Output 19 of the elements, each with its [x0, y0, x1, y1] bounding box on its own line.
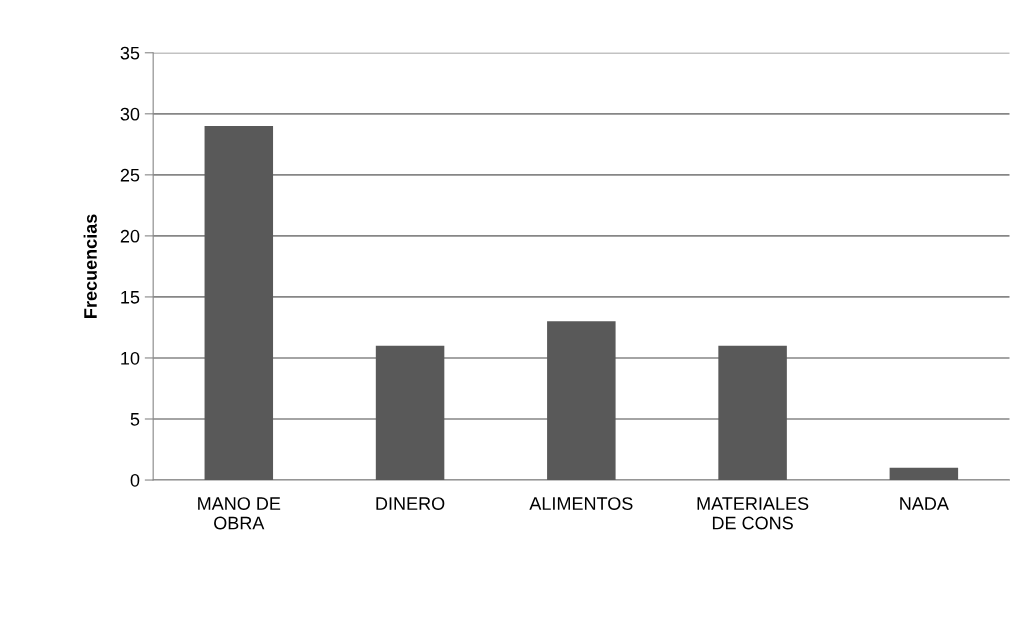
y-tick-label: 5 — [130, 413, 140, 426]
y-tick-label: 10 — [121, 351, 140, 365]
bar — [718, 345, 787, 481]
y-tick-label: 25 — [120, 168, 140, 182]
bar — [889, 467, 959, 481]
bar — [204, 126, 274, 481]
y-axis-title: Frecuencias — [83, 214, 97, 318]
x-tick-label: MANO DE OBRA — [198, 497, 281, 530]
x-tick-label: NADA — [900, 497, 949, 510]
y-tick-label: 20 — [120, 229, 140, 243]
bar — [547, 321, 616, 481]
y-tick-label: 35 — [120, 46, 140, 60]
y-tick-label: 0 — [130, 473, 140, 487]
y-tick-label: 30 — [120, 107, 140, 121]
x-tick-label: ALIMENTOS — [529, 497, 633, 510]
bar — [375, 345, 445, 481]
x-tick-label: MATERIALES DE CONS — [697, 497, 809, 530]
x-tick-label: DINERO — [376, 497, 445, 510]
y-tick-label: 15 — [121, 291, 140, 304]
